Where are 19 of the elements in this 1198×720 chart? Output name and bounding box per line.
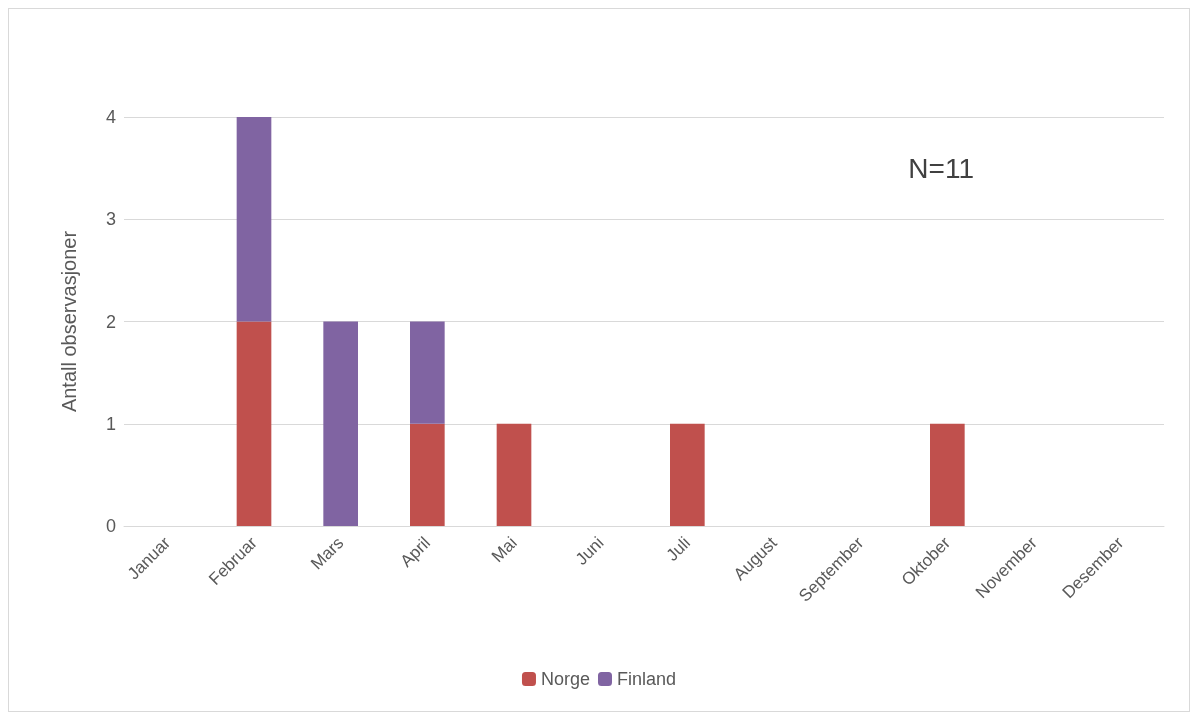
y-tick-label: 1	[105, 413, 116, 434]
bar	[236, 321, 272, 526]
legend-label: Finland	[616, 669, 677, 689]
legend-label: Norge	[540, 669, 590, 689]
bar	[410, 423, 445, 526]
bar	[670, 423, 705, 526]
y-axis-title: Antall observasjoner	[58, 230, 80, 413]
bar	[323, 321, 358, 526]
annotation: N=11	[908, 152, 974, 184]
bar	[410, 321, 445, 424]
bar	[496, 423, 532, 526]
bar	[930, 423, 965, 526]
x-tick-label: Mai	[487, 533, 521, 567]
y-tick-label: 2	[105, 311, 116, 332]
bar	[236, 117, 272, 322]
x-tick-label: Juli	[662, 533, 695, 565]
y-tick-label: 4	[105, 107, 116, 127]
y-tick-label: 3	[105, 209, 116, 230]
y-tick-label: 0	[105, 516, 116, 536]
